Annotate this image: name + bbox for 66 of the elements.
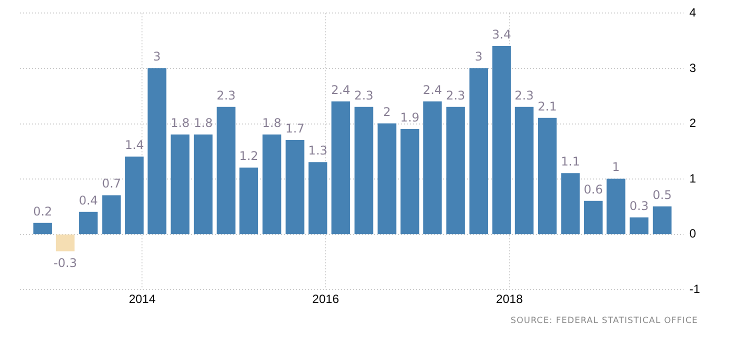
data-label: 2.3 — [216, 88, 236, 102]
data-label: 1.4 — [124, 138, 144, 152]
bar — [354, 106, 374, 234]
data-label: 2.4 — [422, 82, 442, 97]
bar — [56, 234, 75, 252]
data-label: 3.4 — [492, 27, 512, 42]
data-label: 0.6 — [584, 182, 603, 196]
data-label: 1.8 — [170, 116, 190, 130]
bar — [630, 217, 648, 234]
data-label: 2.3 — [446, 88, 466, 102]
data-label: 2.3 — [514, 88, 534, 102]
data-label: 1.8 — [194, 116, 213, 130]
bar — [216, 106, 236, 234]
bar — [125, 156, 144, 234]
bar — [102, 195, 121, 234]
data-label: 1.3 — [308, 144, 328, 158]
y-tick-label: -1 — [689, 282, 700, 296]
bar — [286, 140, 304, 234]
data-label: 0.7 — [102, 176, 122, 191]
bar — [239, 168, 258, 234]
bar — [194, 134, 213, 234]
bar — [606, 178, 626, 234]
bar — [33, 222, 52, 234]
y-tick-label: 0 — [689, 226, 696, 241]
y-tick-label: 2 — [689, 116, 696, 130]
data-label: 2.4 — [331, 82, 350, 97]
bar — [652, 206, 672, 234]
y-tick-label: 1 — [689, 171, 696, 186]
data-label: 0.3 — [630, 198, 649, 213]
bar — [561, 173, 580, 234]
y-tick-label: 4 — [689, 6, 696, 20]
bar — [469, 68, 488, 234]
data-label: 1.1 — [560, 154, 580, 169]
source-note: SOURCE: FEDERAL STATISTICAL OFFICE — [510, 316, 698, 326]
bar — [514, 106, 534, 234]
bar — [148, 68, 166, 234]
y-tick-label: 3 — [689, 60, 696, 75]
bar — [400, 128, 420, 234]
x-tick-label: 2014 — [128, 292, 156, 306]
data-label: 3 — [474, 50, 483, 64]
data-label: 0.4 — [78, 193, 98, 208]
data-label: 2.1 — [538, 99, 557, 114]
bar — [331, 101, 350, 234]
bar — [378, 123, 396, 234]
data-label: 1.2 — [239, 149, 258, 164]
data-label: 2 — [383, 104, 391, 119]
data-label: 1.7 — [285, 121, 305, 136]
data-label: 1.9 — [400, 110, 420, 124]
bar — [262, 134, 282, 234]
x-tick-label: 2016 — [312, 292, 340, 306]
data-label: 0.5 — [652, 188, 672, 202]
bar — [423, 101, 442, 234]
bar — [170, 134, 190, 234]
bar — [308, 162, 328, 234]
bar — [446, 106, 465, 234]
x-tick-label: 2018 — [496, 292, 524, 306]
data-label: 3 — [153, 50, 161, 64]
bar — [538, 118, 557, 234]
data-label: 1 — [612, 160, 620, 174]
data-label: 2.3 — [354, 88, 374, 102]
bar — [492, 46, 511, 234]
data-label: -0.3 — [54, 256, 77, 270]
bar — [79, 212, 98, 234]
data-label: 0.2 — [33, 204, 52, 218]
data-label: 1.8 — [262, 116, 282, 130]
bar — [584, 200, 603, 234]
